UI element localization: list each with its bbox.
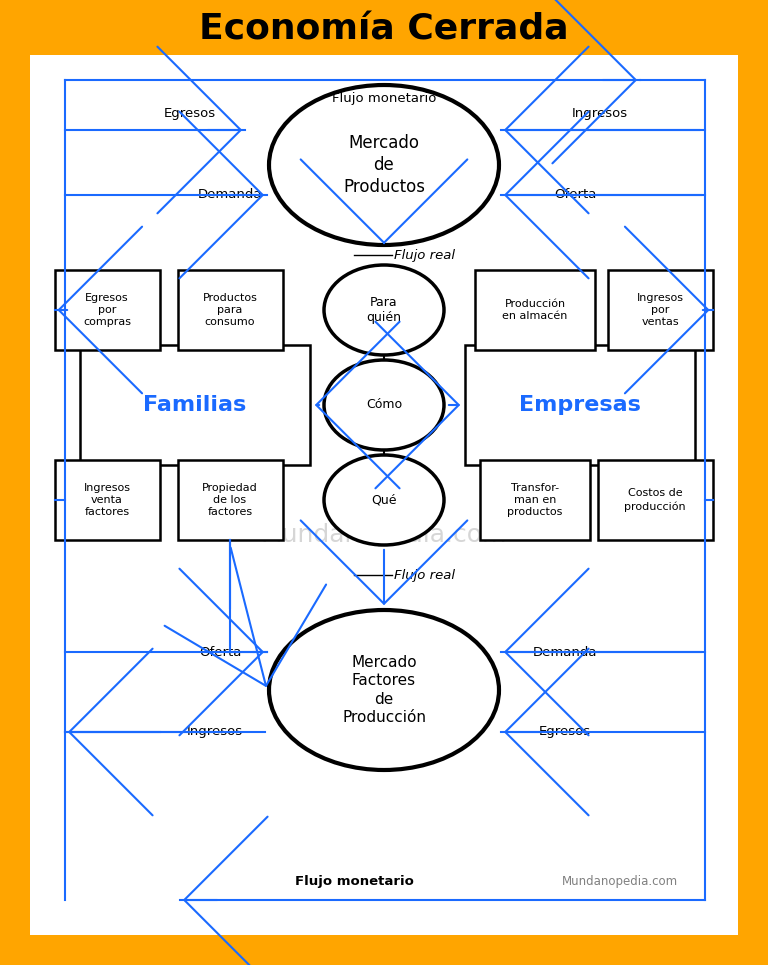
Text: Mundanopedia.com: Mundanopedia.com	[562, 875, 678, 888]
Ellipse shape	[324, 360, 444, 450]
Text: Demanda: Demanda	[197, 188, 262, 202]
FancyBboxPatch shape	[177, 460, 283, 540]
Text: Egresos
por
compras: Egresos por compras	[83, 292, 131, 327]
Text: Ingresos: Ingresos	[187, 726, 243, 738]
Text: Economía Cerrada: Economía Cerrada	[199, 13, 569, 47]
Text: Oferta: Oferta	[199, 646, 241, 658]
FancyBboxPatch shape	[480, 460, 590, 540]
FancyBboxPatch shape	[465, 345, 695, 465]
Text: Costos de
producción: Costos de producción	[624, 488, 686, 511]
Text: Empresas: Empresas	[519, 395, 641, 415]
Text: Mercado
de
Productos: Mercado de Productos	[343, 134, 425, 196]
Text: Flujo real: Flujo real	[394, 568, 455, 582]
Text: Productos
para
consumo: Productos para consumo	[203, 292, 257, 327]
Text: Mundanopedia.com: Mundanopedia.com	[261, 523, 507, 547]
Text: Qué: Qué	[371, 493, 397, 507]
Text: Demanda: Demanda	[533, 646, 598, 658]
Ellipse shape	[324, 455, 444, 545]
Ellipse shape	[324, 265, 444, 355]
Text: Mercado
Factores
de
Producción: Mercado Factores de Producción	[342, 654, 426, 726]
FancyBboxPatch shape	[80, 345, 310, 465]
Text: Familias: Familias	[144, 395, 247, 415]
FancyBboxPatch shape	[30, 55, 738, 935]
Text: Para
quién: Para quién	[366, 295, 402, 324]
FancyBboxPatch shape	[607, 270, 713, 350]
FancyBboxPatch shape	[177, 270, 283, 350]
Text: Ingresos
venta
factores: Ingresos venta factores	[84, 482, 131, 517]
FancyBboxPatch shape	[475, 270, 595, 350]
Text: Propiedad
de los
factores: Propiedad de los factores	[202, 482, 258, 517]
FancyBboxPatch shape	[55, 270, 160, 350]
Text: Transfor-
man en
productos: Transfor- man en productos	[508, 482, 563, 517]
Text: Oferta: Oferta	[554, 188, 596, 202]
Ellipse shape	[269, 85, 499, 245]
Text: Ingresos
por
ventas: Ingresos por ventas	[637, 292, 684, 327]
Text: Flujo real: Flujo real	[394, 249, 455, 262]
Text: Flujo monetario: Flujo monetario	[332, 92, 436, 105]
FancyBboxPatch shape	[598, 460, 713, 540]
Text: Ingresos: Ingresos	[572, 107, 628, 120]
Text: Egresos: Egresos	[539, 726, 591, 738]
Text: Egresos: Egresos	[164, 107, 216, 120]
Text: Cómo: Cómo	[366, 399, 402, 411]
Text: Flujo monetario: Flujo monetario	[295, 875, 413, 888]
Ellipse shape	[269, 610, 499, 770]
FancyBboxPatch shape	[55, 460, 160, 540]
Text: Producción
en almacén: Producción en almacén	[502, 299, 568, 321]
